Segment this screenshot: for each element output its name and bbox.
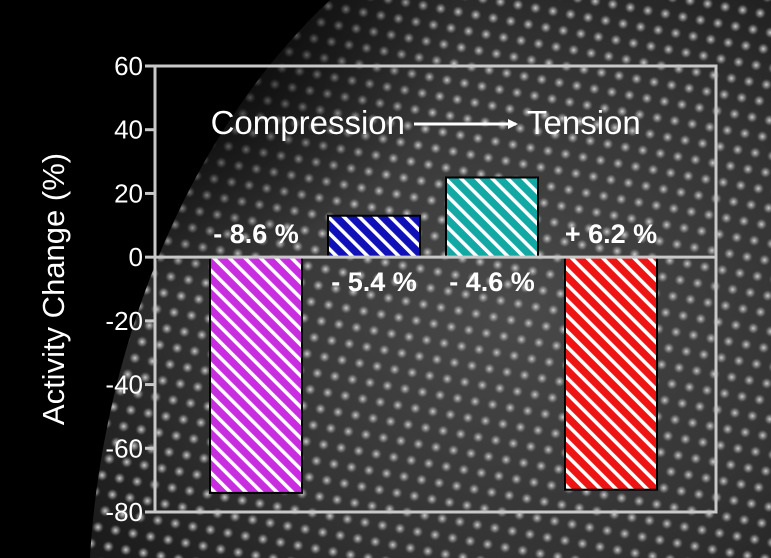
y-tick-label: 0 — [129, 242, 143, 272]
bar-value-label: - 8.6 % — [213, 219, 299, 249]
bar-value-label: - 4.6 % — [449, 267, 535, 297]
y-tick-label: 60 — [114, 51, 143, 81]
annotation-compression: Compression — [211, 104, 405, 141]
bar — [327, 214, 421, 259]
y-tick-label: -80 — [105, 497, 143, 527]
y-axis-label: Activity Change (%) — [36, 153, 71, 425]
y-tick-label: 40 — [114, 115, 143, 145]
y-tick-label: -40 — [105, 370, 143, 400]
bar — [445, 176, 539, 259]
bar-value-label: + 6.2 % — [565, 219, 657, 249]
bar — [564, 256, 658, 491]
annotation-tension: Tension — [527, 104, 641, 141]
y-tick-label: -20 — [105, 306, 143, 336]
bar — [209, 256, 303, 494]
y-tick-label: 20 — [114, 178, 143, 208]
plot-area: 60 40 20 0 -20 -40 -60 -80 Activity Change (%) - … — [36, 51, 718, 527]
plot-frame — [153, 64, 718, 514]
y-tick-label: -60 — [105, 433, 143, 463]
bar-value-label: - 5.4 % — [331, 267, 417, 297]
